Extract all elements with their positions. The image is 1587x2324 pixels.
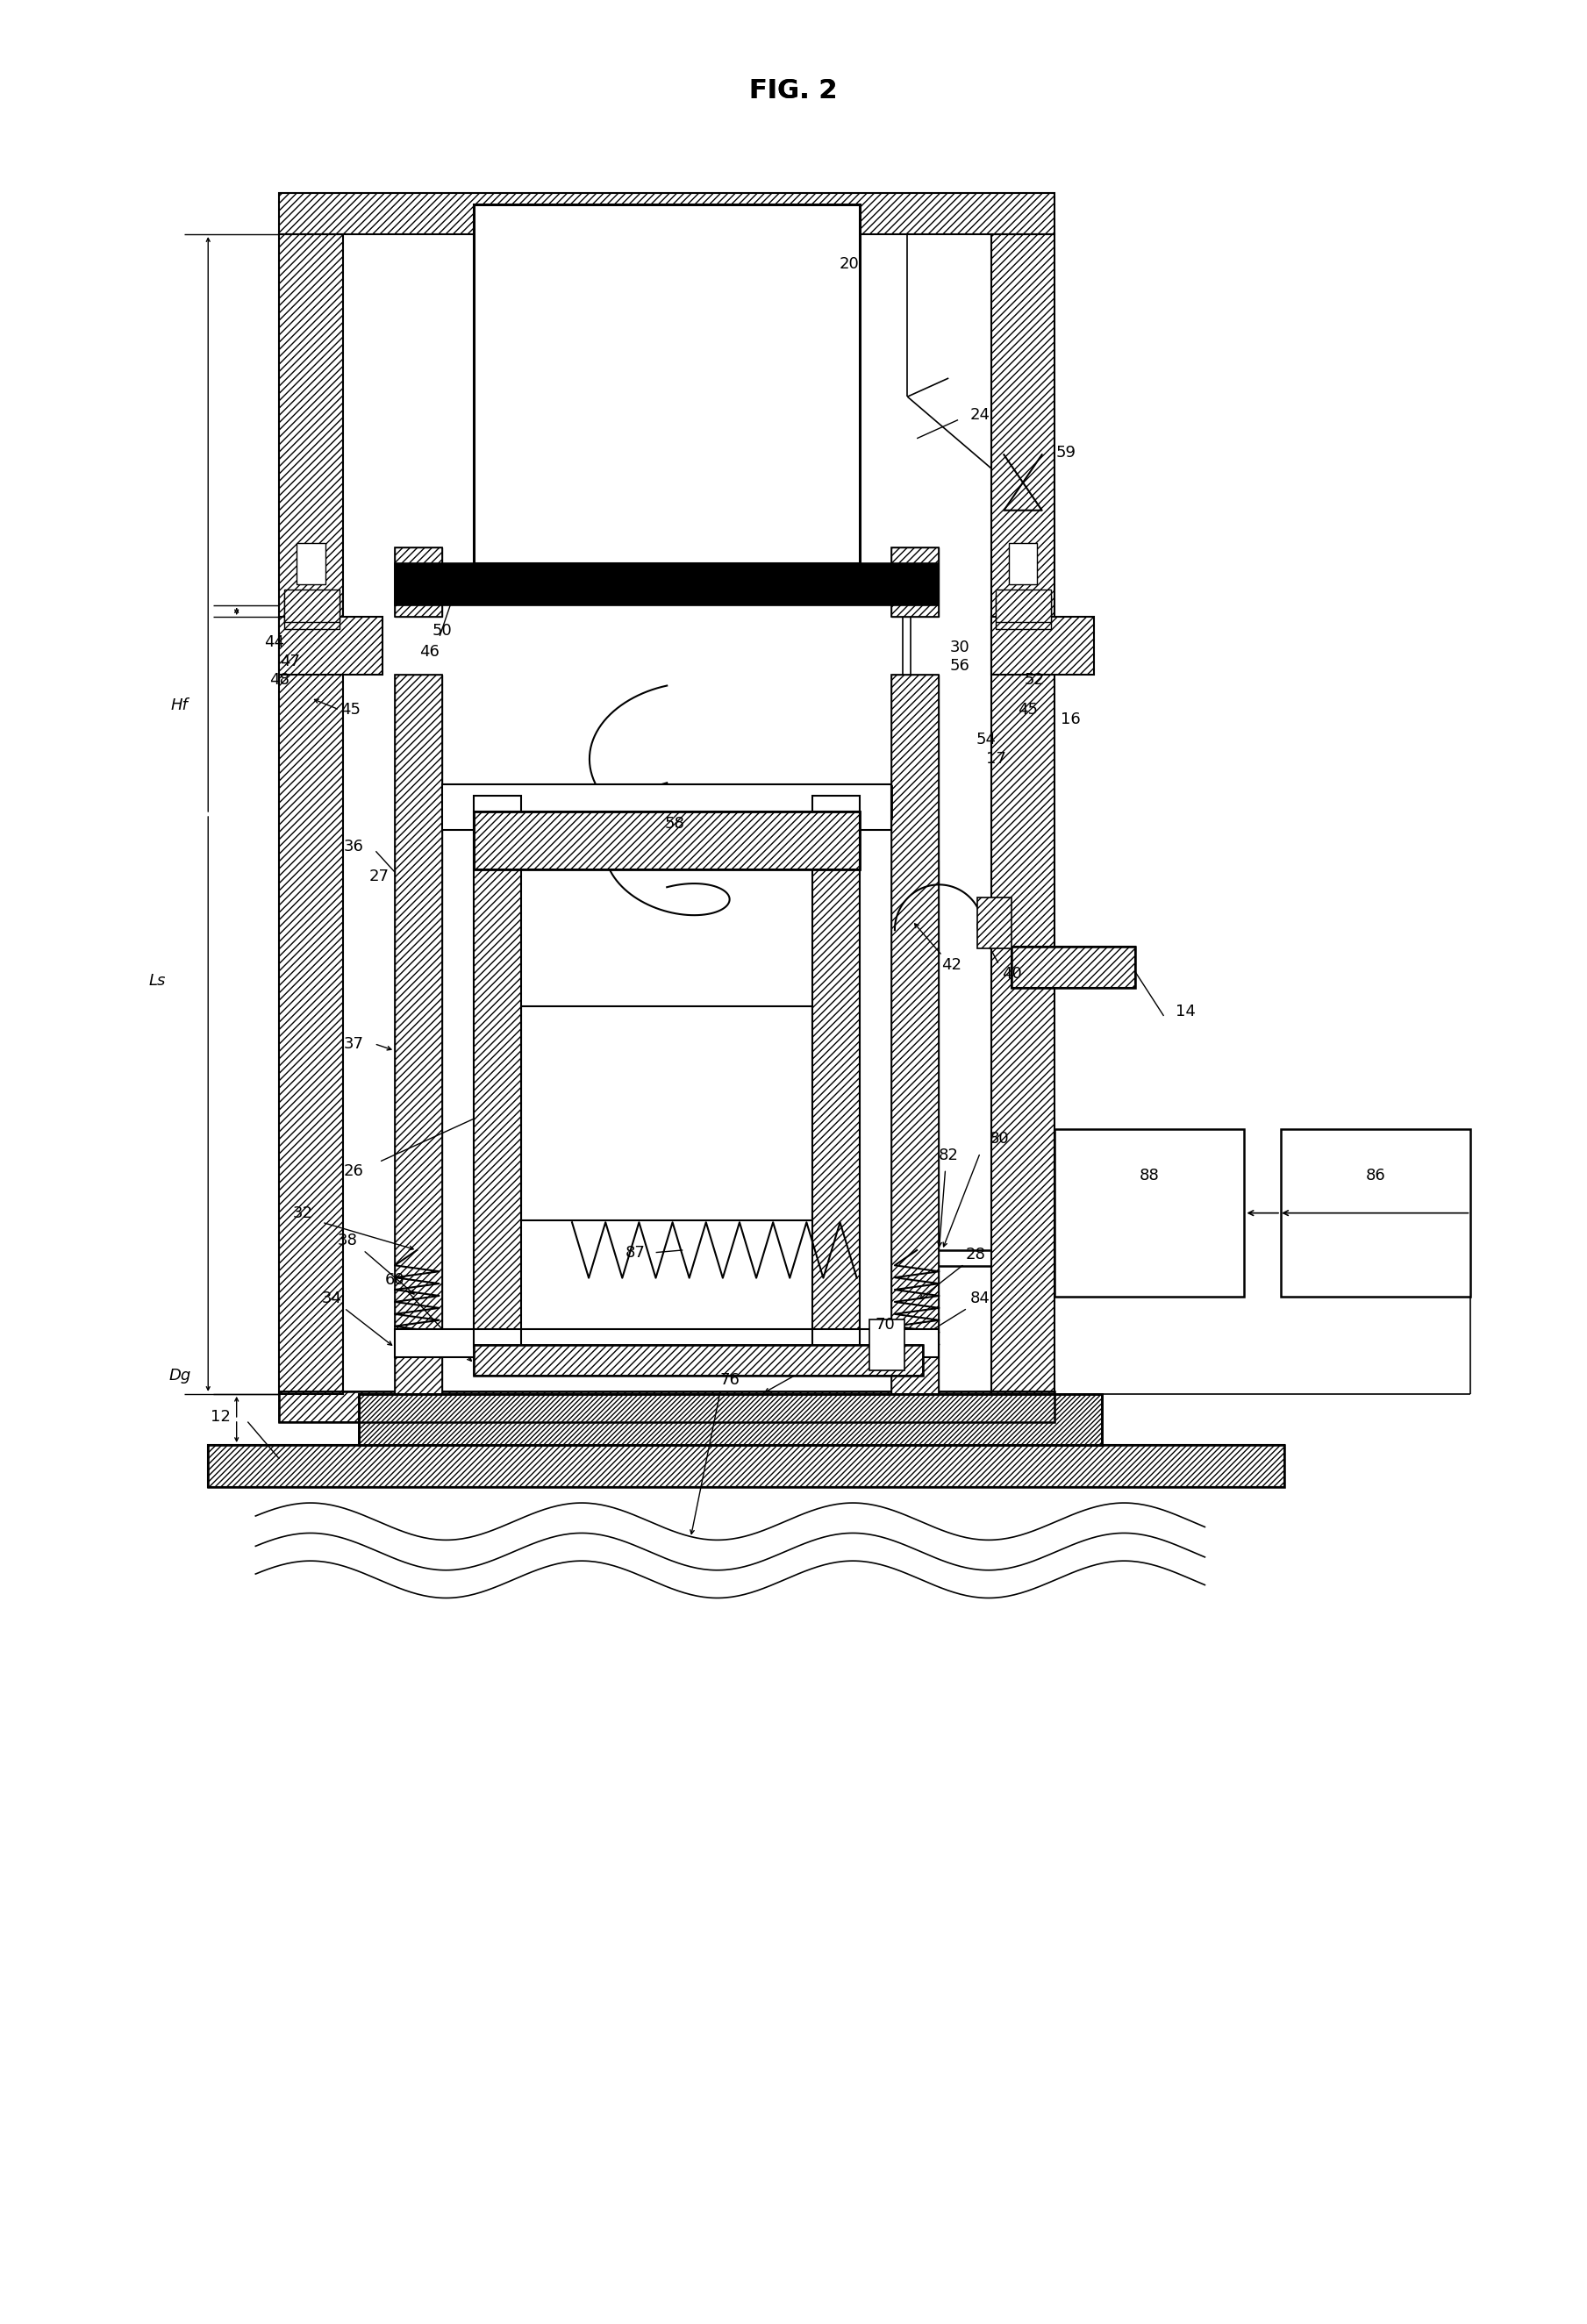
Bar: [1013, 946, 1135, 988]
Bar: [395, 1329, 940, 1357]
Bar: [284, 590, 340, 621]
Text: 17: 17: [986, 751, 1006, 767]
Bar: [395, 674, 443, 1394]
Bar: [892, 548, 940, 616]
Text: 42: 42: [941, 957, 962, 974]
Text: 37: 37: [343, 1037, 363, 1053]
Text: FIG. 2: FIG. 2: [749, 77, 838, 102]
Text: 86: 86: [1366, 1169, 1385, 1183]
Text: 20: 20: [840, 256, 859, 272]
Bar: [1009, 544, 1038, 586]
Text: 38: 38: [338, 1234, 357, 1248]
Bar: [359, 1394, 1101, 1446]
Text: 48: 48: [270, 672, 289, 688]
Text: 34: 34: [322, 1290, 341, 1306]
Text: 14: 14: [1176, 1004, 1197, 1020]
Text: 27: 27: [368, 869, 389, 885]
Text: 36: 36: [344, 839, 363, 855]
Bar: [1013, 946, 1135, 988]
Text: Ls: Ls: [149, 974, 167, 990]
Bar: [978, 897, 1013, 948]
Text: 76: 76: [720, 1371, 740, 1387]
Text: 47: 47: [281, 653, 300, 669]
Text: 88: 88: [1139, 1169, 1160, 1183]
Bar: [395, 565, 940, 607]
Bar: [284, 597, 340, 627]
Text: 46: 46: [419, 644, 440, 660]
Bar: [395, 674, 443, 1394]
Text: 80: 80: [989, 1132, 1009, 1146]
Text: 30: 30: [949, 639, 970, 655]
Text: 82: 82: [938, 1148, 959, 1162]
Bar: [475, 205, 860, 565]
Text: 60: 60: [386, 1271, 405, 1287]
Bar: [475, 1346, 924, 1376]
Text: 58: 58: [665, 816, 686, 832]
Bar: [1281, 1129, 1471, 1297]
Bar: [395, 548, 443, 616]
Bar: [443, 783, 892, 830]
Bar: [475, 795, 522, 1348]
Text: 84: 84: [970, 1290, 990, 1306]
Text: 87: 87: [625, 1246, 646, 1260]
Bar: [279, 235, 343, 1394]
Text: Hf: Hf: [171, 697, 189, 713]
Bar: [297, 544, 325, 586]
Text: Dg: Dg: [168, 1367, 190, 1383]
Bar: [892, 674, 940, 1394]
Bar: [395, 548, 443, 616]
Bar: [892, 548, 940, 616]
Bar: [279, 616, 382, 674]
Bar: [1054, 1129, 1244, 1297]
Text: 54: 54: [976, 732, 997, 748]
Text: 40: 40: [1001, 967, 1022, 983]
Text: 45: 45: [341, 702, 360, 718]
Bar: [359, 1394, 1101, 1446]
Bar: [992, 616, 1093, 674]
Bar: [997, 597, 1051, 627]
Text: FIG. 2: FIG. 2: [749, 77, 838, 102]
Bar: [279, 616, 382, 674]
Text: 32: 32: [294, 1206, 313, 1220]
Bar: [475, 811, 860, 869]
Text: 24: 24: [970, 407, 990, 423]
Bar: [992, 235, 1054, 1394]
Text: 45: 45: [1017, 702, 1038, 718]
Bar: [208, 1446, 1284, 1487]
Text: 52: 52: [1024, 672, 1044, 688]
Bar: [475, 811, 860, 869]
Bar: [475, 1346, 924, 1376]
Text: 70: 70: [876, 1315, 895, 1332]
Bar: [813, 795, 860, 1348]
Text: 44: 44: [265, 634, 284, 651]
Text: 12: 12: [211, 1408, 230, 1425]
Bar: [870, 1320, 905, 1371]
Text: 16: 16: [1060, 711, 1081, 727]
Bar: [443, 786, 892, 818]
Bar: [279, 193, 1054, 235]
Bar: [279, 193, 1054, 235]
Bar: [279, 1392, 1054, 1422]
Text: 56: 56: [949, 658, 970, 674]
Bar: [892, 674, 940, 1394]
Bar: [813, 795, 860, 1348]
Bar: [997, 590, 1051, 621]
Bar: [992, 616, 1093, 674]
Text: 59: 59: [1055, 444, 1076, 460]
Bar: [208, 1446, 1284, 1487]
Text: 28: 28: [965, 1248, 986, 1262]
Bar: [279, 235, 343, 1394]
Bar: [992, 235, 1054, 1394]
Text: 50: 50: [432, 623, 452, 639]
Bar: [522, 1006, 813, 1220]
Bar: [279, 1392, 1054, 1422]
Bar: [475, 795, 522, 1348]
Text: 26: 26: [344, 1164, 363, 1178]
